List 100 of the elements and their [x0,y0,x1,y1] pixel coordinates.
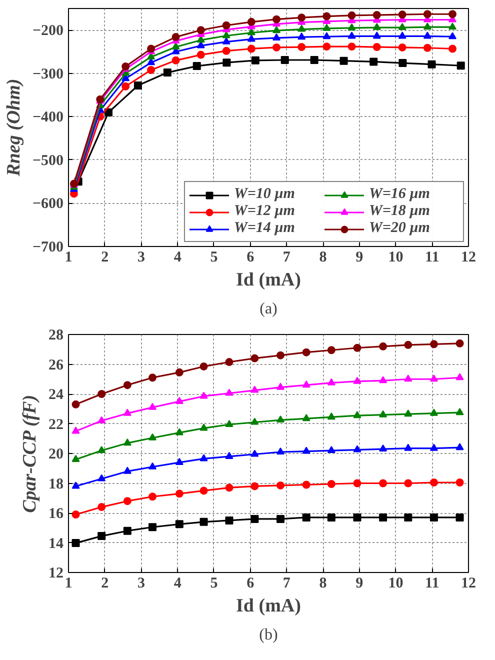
point [247,44,256,53]
point [225,452,234,459]
x-tick-label: 8 [319,250,327,266]
point [122,82,130,90]
y-axis-title: Rneg (Ohm) [3,78,24,178]
point [123,408,132,416]
point [250,482,259,490]
point [225,484,234,492]
point [404,513,412,522]
point [302,513,310,522]
point [122,62,130,70]
point [298,32,306,40]
point [379,410,388,418]
x-tick-label: 4 [174,250,182,266]
point [327,378,336,386]
y-tick-label: −500 [32,152,64,169]
x-tick-label: 12 [461,576,476,592]
point [148,374,156,382]
point [163,68,172,77]
point [302,380,310,388]
point [398,32,406,39]
x-tick-label: 5 [210,576,218,592]
y-tick-label: 28 [48,328,64,344]
point [175,490,184,498]
point [423,10,432,18]
y-tick-label: 20 [48,446,64,462]
x-tick-label: 3 [137,576,145,592]
point [404,479,412,488]
x-tick-label: 11 [425,250,440,266]
point [456,373,464,380]
point [200,454,208,462]
point [72,426,80,434]
point [430,374,438,382]
x-tick-label: 6 [246,250,255,266]
point [310,56,318,64]
point [372,32,381,39]
point [98,532,106,540]
point [353,376,362,384]
point [175,368,184,376]
point [247,34,256,42]
point [379,342,388,350]
point [327,446,336,454]
point [276,514,284,523]
point [272,43,280,52]
y-tick-label: −200 [32,23,64,40]
point [172,33,180,42]
point [72,454,80,462]
point [222,31,230,38]
x-tick-label: 4 [174,576,182,592]
point [448,22,456,30]
point [398,59,407,68]
y-tick-label: 16 [48,506,64,522]
point [200,392,208,399]
point [247,18,256,26]
point [98,474,106,482]
point [448,32,456,40]
point [404,444,412,451]
y-tick-label: 12 [48,566,64,582]
point [379,479,388,488]
point [222,58,231,67]
point [175,458,184,465]
point [353,445,362,452]
point [448,44,456,53]
point [251,56,260,64]
y-tick-label: −700 [32,240,64,256]
y-tick-label: 14 [48,536,64,552]
point [398,43,406,52]
point [372,11,381,19]
point [322,24,331,31]
point [448,10,456,18]
point [370,58,378,66]
point [353,513,362,522]
point [348,11,356,20]
point [404,410,412,417]
point [423,22,432,30]
point [134,82,142,90]
point [302,414,310,422]
point [423,32,432,39]
legend-label: W=10 µm [234,186,296,203]
x-tick-label: 1 [64,576,72,592]
legend-label: W=12 µm [234,203,296,220]
point [322,12,331,20]
point [327,513,336,522]
point [123,526,132,535]
point [430,340,438,348]
point [72,400,80,408]
point [225,516,234,524]
legend-label: W=20 µm [369,220,431,237]
x-tick-label: 2 [101,576,109,592]
point [302,348,310,356]
point [302,446,310,454]
point [148,402,156,410]
point [456,339,464,348]
point [372,43,381,52]
point [123,438,132,446]
point [456,478,464,486]
point [72,539,80,548]
x-axis-title: Id (mA) [236,596,301,616]
point [192,62,201,70]
point [298,14,306,22]
